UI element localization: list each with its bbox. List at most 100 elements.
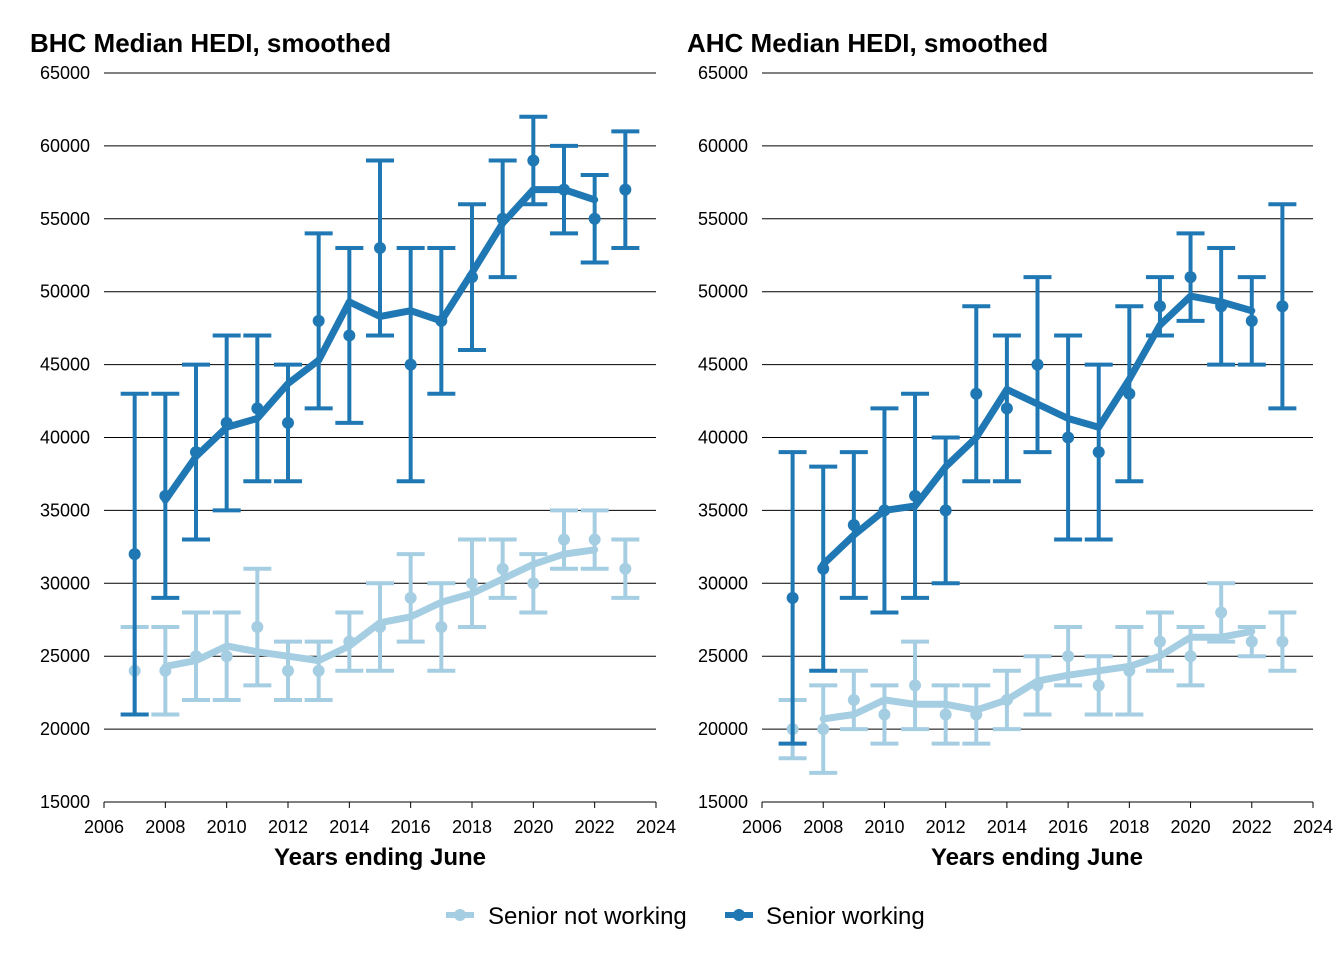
data-point — [1276, 635, 1289, 648]
data-point — [1031, 358, 1044, 371]
data-point — [1153, 635, 1166, 648]
data-point — [312, 314, 325, 327]
data-point — [1062, 431, 1075, 444]
x-tick-label: 2024 — [636, 817, 676, 837]
y-tick-label: 65000 — [698, 63, 748, 83]
data-point — [1092, 446, 1105, 459]
y-tick-label: 25000 — [40, 646, 90, 666]
data-point — [435, 314, 448, 327]
x-tick-label: 2010 — [864, 817, 904, 837]
data-point — [588, 533, 601, 546]
x-axis: 2006 2008 2010 2012 2014 2016 2018 2020 2022 2024 — [84, 801, 676, 837]
x-tick-label: 2006 — [84, 817, 124, 837]
data-point — [558, 533, 570, 546]
x-axis: 2006 2008 2010 2012 2014 2016 2018 2020 2022 2024 — [742, 801, 1333, 837]
data-point — [847, 518, 860, 531]
data-point — [404, 591, 417, 604]
x-tick-label: 2020 — [513, 817, 553, 837]
data-point — [1215, 300, 1228, 313]
data-point — [343, 329, 356, 342]
legend-item-senior-not-working: Senior not working — [446, 903, 687, 930]
x-tick-label: 2014 — [987, 817, 1027, 837]
data-point — [1123, 387, 1136, 400]
x-tick-label: 2006 — [742, 817, 782, 837]
y-tick-label: 40000 — [698, 428, 748, 448]
data-point — [1092, 679, 1105, 692]
data-point — [970, 708, 983, 721]
series-senior-not-working — [120, 508, 640, 717]
data-point — [786, 591, 799, 604]
data-point — [159, 664, 172, 677]
data-point — [1123, 664, 1136, 677]
y-tick-label: 25000 — [698, 646, 748, 666]
smoothed-line — [161, 186, 599, 504]
smoothed-line — [819, 292, 1256, 568]
y-tick-label: 45000 — [40, 355, 90, 375]
y-tick-label: 50000 — [40, 282, 90, 302]
legend-label: Senior working — [766, 903, 925, 930]
data-point — [282, 416, 294, 429]
x-tick-label: 2016 — [1048, 817, 1088, 837]
data-point — [817, 562, 830, 575]
data-point — [878, 504, 891, 517]
data-point — [878, 708, 891, 721]
x-axis-title: Years ending June — [274, 844, 486, 871]
legend-swatch-dot — [733, 909, 745, 921]
data-point — [1276, 300, 1289, 313]
panel-title: AHC Median HEDI, smoothed — [687, 28, 1048, 58]
data-point — [251, 402, 264, 415]
data-point — [939, 504, 952, 517]
y-tick-label: 20000 — [40, 719, 90, 739]
data-point — [220, 416, 233, 429]
x-axis-title: Years ending June — [931, 844, 1143, 871]
data-point — [343, 635, 356, 648]
data-point — [1153, 300, 1166, 313]
data-point — [1031, 679, 1044, 692]
y-tick-label: 60000 — [40, 136, 90, 156]
y-tick-label: 40000 — [40, 428, 90, 448]
data-point — [282, 664, 294, 677]
data-point — [909, 489, 922, 502]
legend: Senior not working Senior working — [446, 903, 925, 930]
y-tick-label: 30000 — [40, 573, 90, 593]
x-tick-label: 2008 — [803, 817, 843, 837]
data-point — [619, 183, 632, 196]
data-point — [374, 241, 386, 254]
y-tick-label: 50000 — [698, 282, 748, 302]
series-senior-working — [120, 114, 640, 717]
data-point — [496, 562, 509, 575]
x-tick-label: 2008 — [145, 817, 185, 837]
data-point — [466, 577, 478, 590]
y-tick-label: 35000 — [40, 500, 90, 520]
x-tick-label: 2012 — [926, 817, 966, 837]
data-point — [817, 723, 830, 736]
y-tick-label: 15000 — [40, 792, 90, 812]
data-point — [527, 577, 540, 590]
data-point — [404, 358, 417, 371]
data-point — [970, 387, 983, 400]
data-point — [466, 271, 478, 284]
data-point — [1184, 271, 1197, 284]
panel-title: BHC Median HEDI, smoothed — [30, 28, 391, 58]
y-tick-label: 20000 — [698, 719, 748, 739]
data-point — [128, 548, 141, 561]
y-tick-label: 35000 — [698, 500, 748, 520]
data-point — [1245, 635, 1258, 648]
x-tick-label: 2016 — [391, 817, 431, 837]
x-tick-label: 2018 — [1109, 817, 1149, 837]
data-point — [847, 693, 860, 706]
series-senior-working — [778, 202, 1297, 746]
data-point — [190, 446, 202, 459]
data-point — [496, 212, 509, 225]
data-point — [939, 708, 952, 721]
x-tick-label: 2014 — [329, 817, 369, 837]
x-tick-label: 2022 — [575, 817, 615, 837]
legend-swatch-dot — [454, 909, 466, 921]
x-tick-label: 2010 — [207, 817, 247, 837]
data-point — [1000, 402, 1013, 415]
data-point — [190, 650, 202, 663]
data-point — [1215, 606, 1228, 619]
data-point — [909, 679, 922, 692]
y-tick-label: 55000 — [40, 209, 90, 229]
